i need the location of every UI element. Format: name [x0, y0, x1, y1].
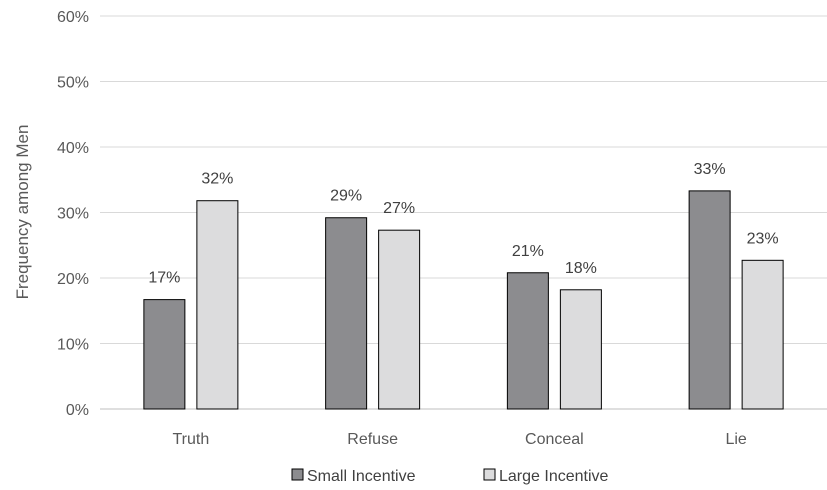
data-label: 27% [383, 200, 415, 217]
bar [559, 289, 602, 410]
bar [143, 299, 186, 410]
y-axis-ticks: 0% 10% 20% 30% 40% 50% 60% [57, 9, 89, 419]
legend-swatch [291, 468, 304, 481]
data-label: 29% [330, 188, 362, 205]
y-tick-label: 60% [57, 9, 89, 26]
data-label: 17% [148, 270, 180, 287]
legend-swatch [483, 468, 496, 481]
data-label: 21% [512, 243, 544, 260]
bars [143, 190, 784, 410]
y-tick-label: 30% [57, 206, 89, 223]
bar [325, 217, 368, 410]
bar [688, 190, 731, 410]
x-tick-label: Refuse [347, 431, 398, 448]
data-label: 32% [201, 171, 233, 188]
bar [378, 229, 421, 410]
y-tick-label: 40% [57, 140, 89, 157]
y-axis-label: Frequency among Men [13, 125, 32, 300]
data-label: 18% [565, 260, 597, 277]
y-tick-label: 50% [57, 75, 89, 92]
x-tick-label: Lie [725, 431, 746, 448]
bar [506, 272, 549, 410]
x-tick-label: Conceal [525, 431, 584, 448]
legend: Small Incentive Large Incentive [291, 468, 609, 485]
bar [196, 200, 239, 410]
bar [741, 259, 784, 410]
x-axis-ticks: Truth Refuse Conceal Lie [173, 431, 747, 448]
y-tick-label: 20% [57, 271, 89, 288]
x-tick-label: Truth [173, 431, 210, 448]
data-label: 33% [694, 161, 726, 178]
legend-label: Small Incentive [307, 468, 416, 485]
y-tick-label: 0% [66, 402, 89, 419]
legend-label: Large Incentive [499, 468, 609, 485]
data-labels: 17% 32% 29% 27% 21% 18% 33% 23% [148, 161, 778, 287]
y-tick-label: 10% [57, 337, 89, 354]
data-label: 23% [747, 230, 779, 247]
